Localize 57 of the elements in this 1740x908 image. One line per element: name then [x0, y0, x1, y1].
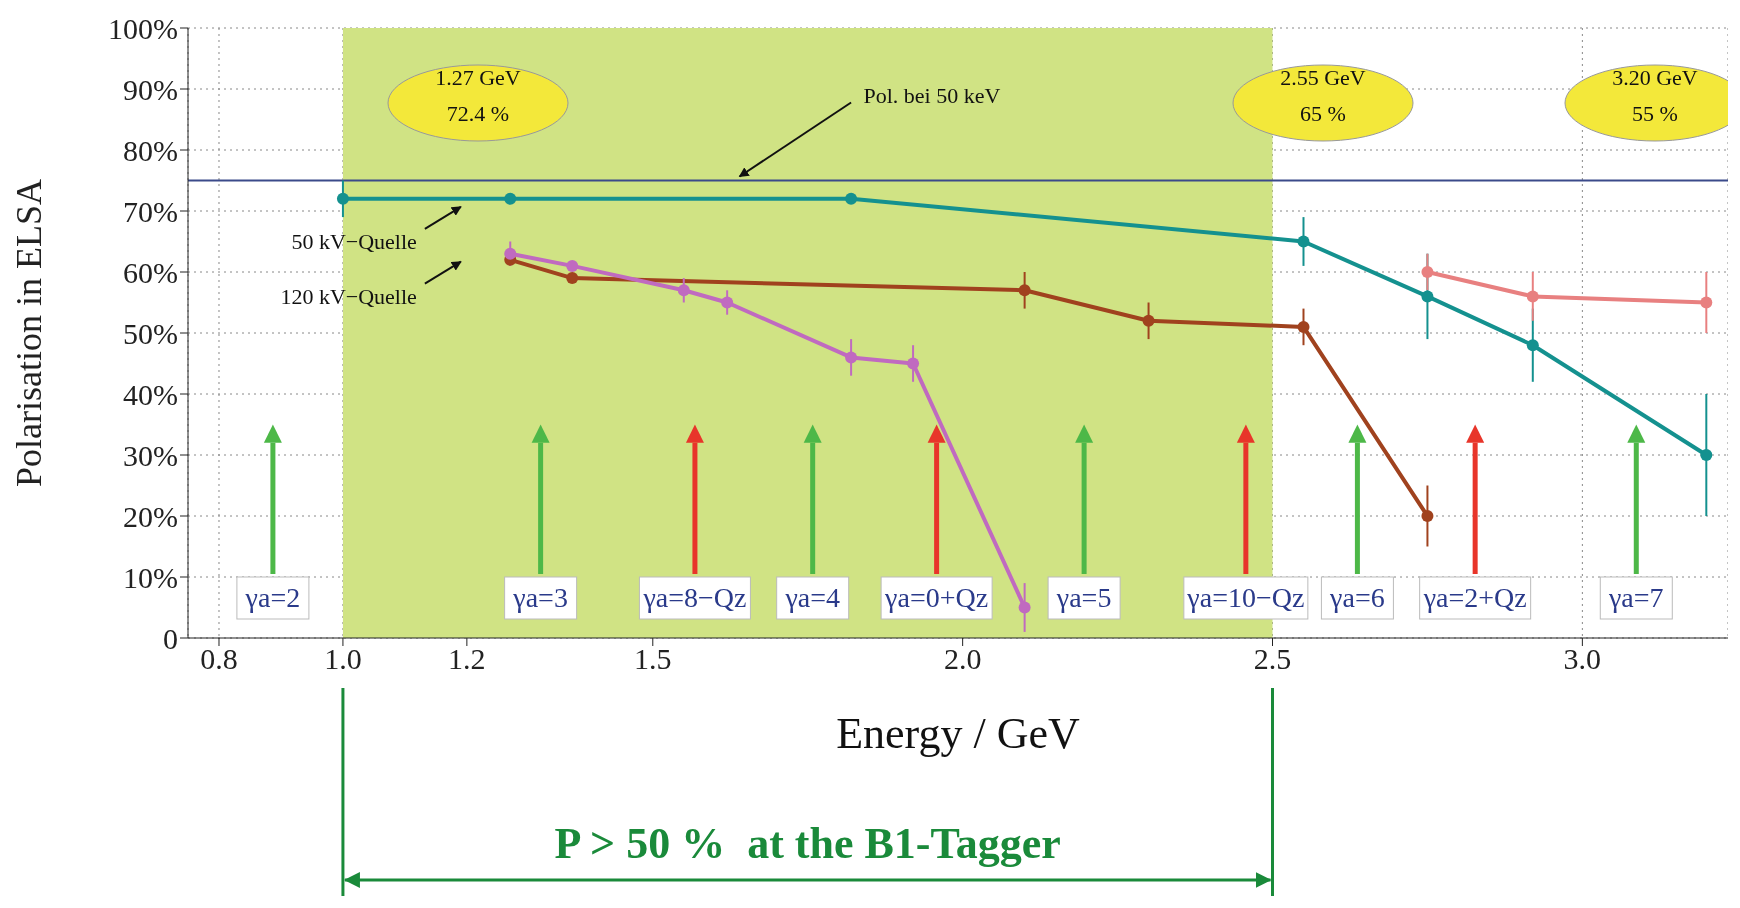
point	[1526, 290, 1539, 303]
annotation: γa=6	[1329, 582, 1385, 613]
y-tick-label: 20%	[123, 499, 178, 533]
x-tick-label: 1.0	[324, 642, 362, 676]
y-tick-label: 40%	[123, 377, 178, 411]
point	[1018, 601, 1031, 614]
point	[845, 192, 858, 205]
point	[1700, 449, 1713, 461]
point	[504, 192, 517, 205]
point	[336, 192, 349, 205]
annotation: γa=10−Qz	[1186, 582, 1305, 613]
y-tick-label: 60%	[123, 255, 178, 289]
point	[1018, 284, 1031, 297]
annotation: 2.55 GeV 65 %	[1280, 65, 1366, 126]
x-tick-label: 2.5	[1253, 642, 1292, 676]
point	[1297, 320, 1310, 333]
annotation: γa=0+Qz	[884, 582, 989, 613]
annotation: γa=2+Qz	[1422, 582, 1527, 613]
ref-line-label: Pol. bei 50 keV	[863, 82, 1001, 108]
y-tick-label: 10%	[123, 560, 178, 594]
point	[1142, 314, 1155, 327]
point	[1421, 290, 1434, 303]
annotation: γa=4	[784, 582, 840, 613]
annotation: γa=7	[1607, 582, 1664, 613]
x-axis-title: Energy / GeV	[836, 709, 1080, 758]
x-tick-label: 1.5	[634, 642, 672, 676]
point	[566, 272, 579, 285]
y-axis-title: Polarisation in ELSA	[8, 179, 49, 487]
y-tick-label: 0	[163, 621, 178, 655]
point	[1526, 339, 1539, 352]
point	[1421, 510, 1434, 522]
point	[1421, 266, 1434, 278]
y-tick-label: 100%	[108, 11, 178, 45]
point	[1700, 296, 1713, 309]
y-tick-label: 90%	[123, 72, 178, 106]
annotation: 1.27 GeV 72.4 %	[435, 65, 521, 126]
annotation: γa=5	[1055, 582, 1112, 613]
point	[845, 351, 858, 364]
point	[677, 284, 690, 297]
point	[721, 296, 734, 309]
y-tick-label: 30%	[123, 438, 178, 472]
x-tick-label: 0.8	[200, 642, 238, 676]
point	[566, 259, 579, 272]
y-tick-label: 70%	[123, 194, 178, 228]
annotation: γa=8−Qz	[642, 582, 747, 613]
x-tick-label: 2.0	[943, 642, 982, 676]
y-tick-label: 50%	[123, 316, 178, 350]
point	[907, 357, 920, 370]
x-tick-label: 1.2	[448, 642, 486, 676]
point	[504, 247, 517, 260]
point	[1297, 235, 1310, 248]
x-tick-label: 3.0	[1563, 642, 1602, 676]
annotation: 3.20 GeV 55 %	[1612, 65, 1698, 126]
annotation: γa=3	[512, 582, 568, 613]
annotation: γa=2	[244, 582, 301, 613]
y-tick-label: 80%	[123, 133, 178, 167]
text: P > 50 % at the B1-Tagger	[554, 819, 1061, 868]
